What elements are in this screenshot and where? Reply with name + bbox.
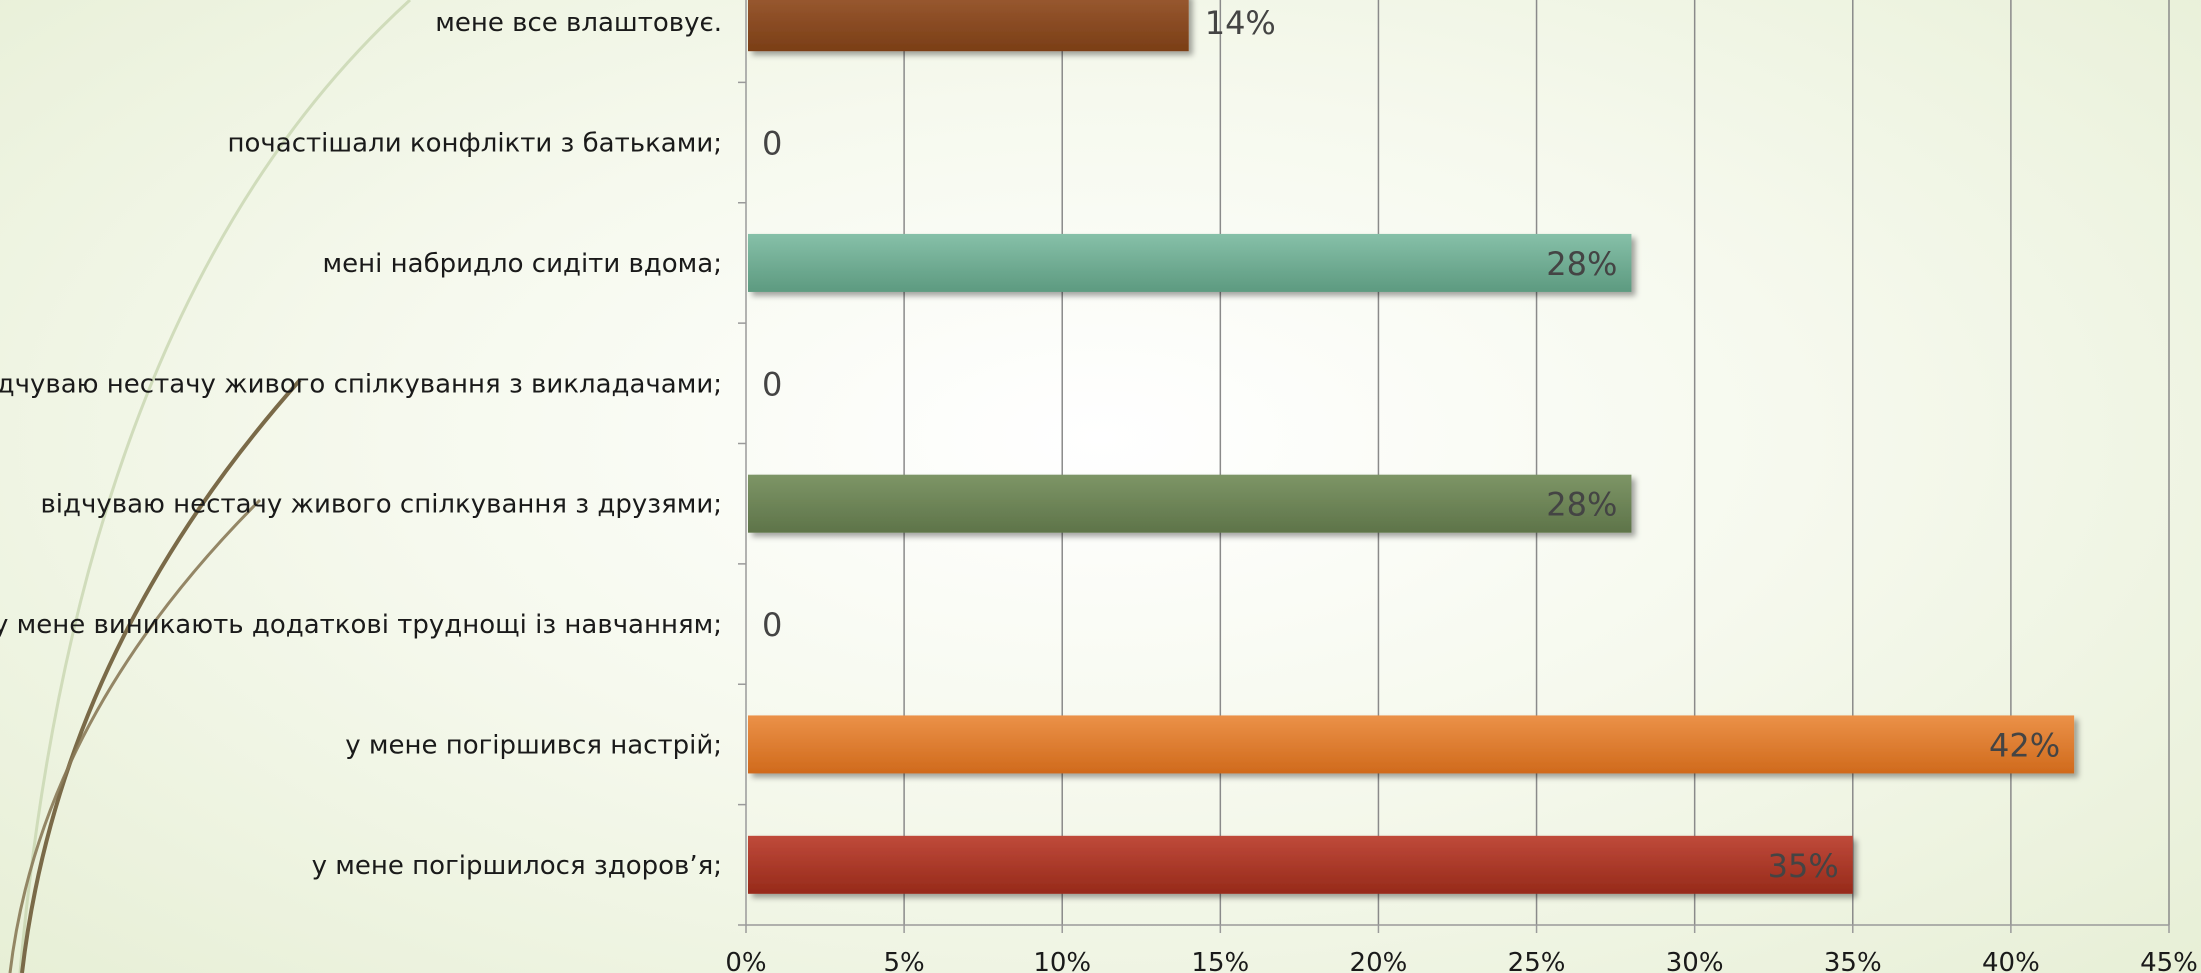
x-tick-label: 15%	[1191, 948, 1249, 973]
data-label: 28%	[1546, 245, 1617, 283]
x-tick-label: 5%	[883, 948, 924, 973]
bar	[748, 715, 2075, 774]
x-tick-label: 25%	[1508, 948, 1566, 973]
bars	[748, 0, 2075, 894]
category-label: у мене виникають додаткові труднощі із н…	[0, 610, 722, 640]
category-label: відчуваю нестачу живого спілкування з ви…	[0, 369, 722, 399]
category-label: у мене погіршився настрій;	[345, 730, 722, 760]
data-label: 0	[762, 606, 782, 644]
bar	[748, 474, 1632, 533]
data-label: 0	[762, 365, 782, 403]
x-tick-label: 30%	[1666, 948, 1724, 973]
data-label: 42%	[1989, 726, 2060, 764]
axes	[738, 0, 2170, 933]
x-tick-label: 10%	[1033, 948, 1091, 973]
x-tick-label: 0%	[725, 948, 766, 973]
bar	[748, 835, 1853, 894]
bar	[748, 233, 1632, 292]
x-tick-label: 20%	[1350, 948, 1408, 973]
data-label: 14%	[1205, 4, 1276, 42]
x-tick-label: 45%	[2140, 948, 2198, 973]
category-label: відчуваю нестачу живого спілкування з др…	[40, 490, 722, 520]
x-tick-labels: 0% 5% 10% 15% 20% 25% 30% 35% 40% 45%	[725, 948, 2198, 973]
x-tick-label: 40%	[1982, 948, 2040, 973]
x-tick-label: 35%	[1824, 948, 1882, 973]
data-label: 35%	[1768, 847, 1839, 885]
gridlines	[903, 0, 2170, 925]
category-label: мені набридло сидіти вдома;	[323, 249, 722, 279]
bar	[748, 0, 1189, 52]
data-label: 0	[762, 125, 782, 163]
background-decoration	[8, 0, 412, 973]
category-labels: мене все влаштовує. почастішали конфлікти…	[0, 8, 722, 881]
data-label: 28%	[1546, 486, 1617, 524]
data-labels: 14% 0 28% 0 28% 0 42% 35%	[762, 4, 2060, 885]
category-label: почастішали конфлікти з батьками;	[228, 129, 723, 159]
category-label: у мене погіршилося здоров’я;	[312, 851, 722, 881]
category-label: мене все влаштовує.	[435, 8, 722, 38]
